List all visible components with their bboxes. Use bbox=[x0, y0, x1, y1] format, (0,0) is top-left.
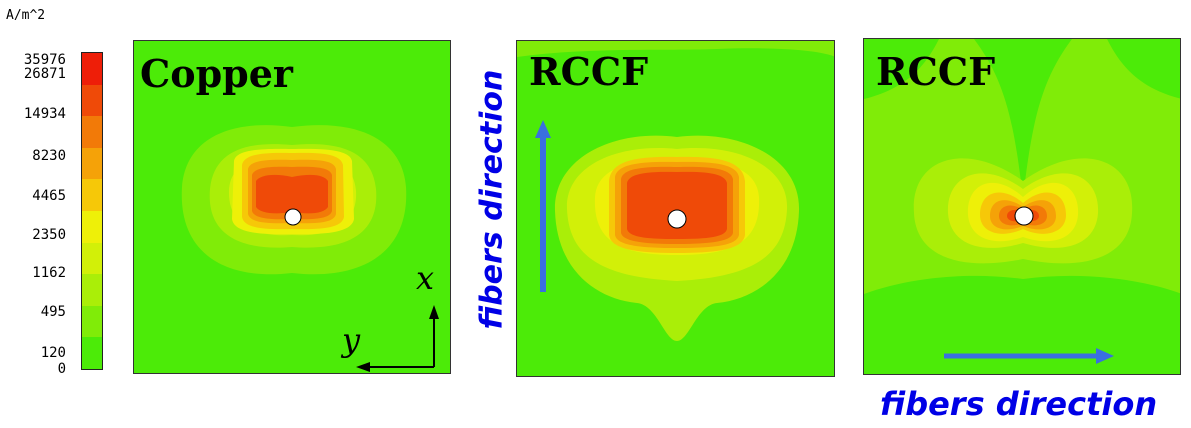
legend-swatch bbox=[82, 53, 102, 85]
legend-unit: A/m^2 bbox=[6, 8, 46, 23]
legend-swatch bbox=[82, 116, 102, 148]
fibers-direction-label-vertical: fibers direction bbox=[474, 69, 510, 330]
contour-map-rccf-vertical bbox=[517, 41, 834, 341]
contour-map-copper bbox=[181, 125, 439, 372]
legend-label: 0 bbox=[57, 361, 66, 377]
legend-label: 4465 bbox=[32, 188, 66, 204]
panel-title: Copper bbox=[140, 51, 293, 96]
legend-label: 14934 bbox=[23, 106, 66, 122]
fibers-direction-label-horizontal: fibers direction bbox=[880, 385, 1158, 423]
legend-label: 35976 bbox=[23, 52, 66, 68]
legend-swatch bbox=[82, 305, 102, 338]
legend-swatch bbox=[82, 274, 102, 306]
panel-title: RCCF bbox=[876, 49, 996, 94]
panel-rccf-horizontal: RCCF bbox=[863, 38, 1181, 375]
legend-label: 26871 bbox=[23, 66, 66, 82]
axis-y-label: y bbox=[342, 321, 361, 359]
legend-swatch bbox=[82, 179, 102, 211]
panel-rccf-vertical: RCCF bbox=[516, 40, 835, 377]
legend-label: 2350 bbox=[32, 227, 66, 243]
legend-swatch bbox=[82, 337, 102, 369]
legend-label: 8230 bbox=[32, 148, 66, 164]
legend-label: 495 bbox=[40, 304, 66, 320]
legend-label: 1162 bbox=[32, 265, 66, 281]
legend-swatch bbox=[82, 210, 102, 243]
contour-map-rccf-horizontal bbox=[864, 39, 1180, 374]
legend-colorbar bbox=[81, 52, 103, 370]
legend-swatch bbox=[82, 242, 102, 275]
fibers-direction-arrow-vertical bbox=[535, 120, 551, 292]
legend-swatch bbox=[82, 84, 102, 117]
axis-x-label: x bbox=[416, 259, 435, 297]
legend-swatch bbox=[82, 147, 102, 180]
panel-title: RCCF bbox=[529, 49, 649, 94]
panel-copper: Copper x y bbox=[133, 40, 451, 374]
legend-label: 120 bbox=[40, 345, 66, 361]
